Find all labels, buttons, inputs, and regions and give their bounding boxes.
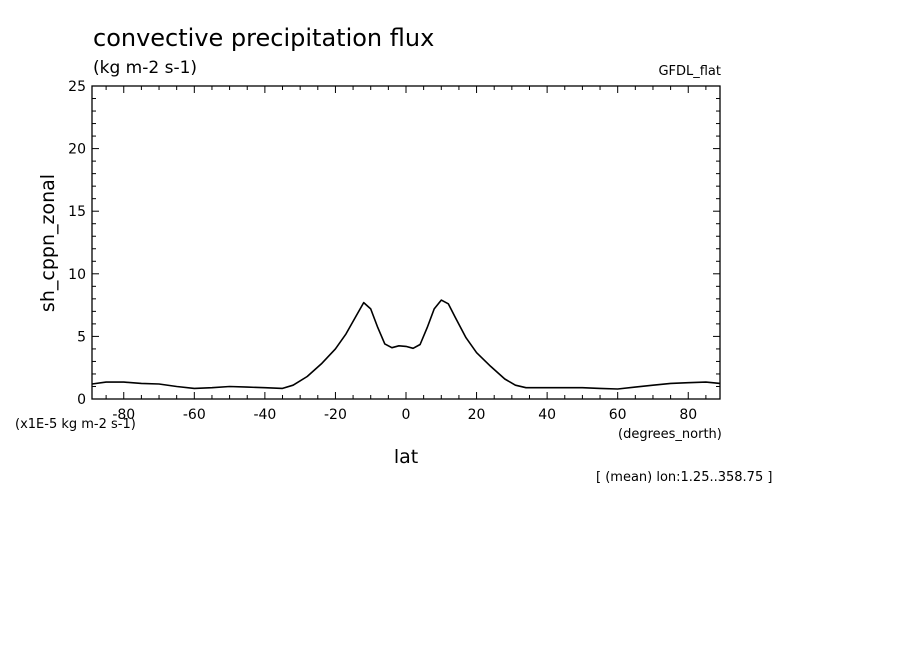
y-tick-label: 20 [68,142,86,158]
y-tick-label: 0 [77,392,86,408]
series-line [91,299,721,390]
tick-labels: -80 -60 -40 -20 0 20 40 60 80 0 5 10 15 20 25 [68,79,697,423]
y-tick-label: 5 [77,329,86,345]
chart-subtitle: (kg m-2 s-1) [93,58,197,78]
axis-ticks [92,86,720,399]
y-tick-label: 15 [68,204,86,220]
x-tick-label: -60 [183,407,206,423]
x-tick-label: 60 [609,407,627,423]
x-tick-label: 80 [679,407,697,423]
x-tick-label: -40 [253,407,276,423]
x-axis-units: (degrees_north) [618,427,722,442]
y-scale-note: (x1E-5 kg m-2 s-1) [15,417,136,432]
x-tick-label: -80 [112,407,135,423]
y-axis-title: sh_cppn_zonal [37,174,59,312]
y-tick-label: 10 [68,267,86,283]
x-tick-label: 20 [468,407,486,423]
x-tick-label: -20 [324,407,347,423]
y-tick-label: 25 [68,79,86,95]
x-tick-label: 0 [402,407,411,423]
x-tick-label: 40 [538,407,556,423]
chart-title: convective precipitation flux [93,24,434,52]
x-axis-title: lat [394,446,418,468]
dataset-label: GFDL_flat [658,64,721,79]
footnote: [ (mean) lon:1.25..358.75 ] [596,470,772,485]
plot-frame [91,85,721,400]
